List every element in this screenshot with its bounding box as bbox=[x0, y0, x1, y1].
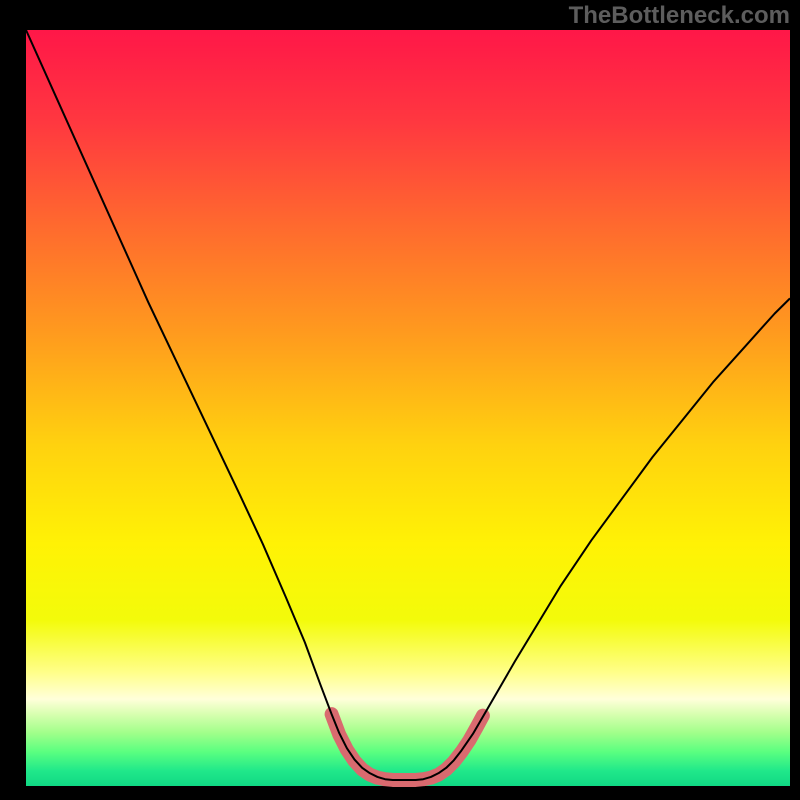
watermark-text: TheBottleneck.com bbox=[569, 2, 790, 30]
plot-background bbox=[26, 30, 790, 786]
chart-frame: TheBottleneck.com bbox=[0, 0, 800, 800]
chart-svg bbox=[0, 0, 800, 800]
